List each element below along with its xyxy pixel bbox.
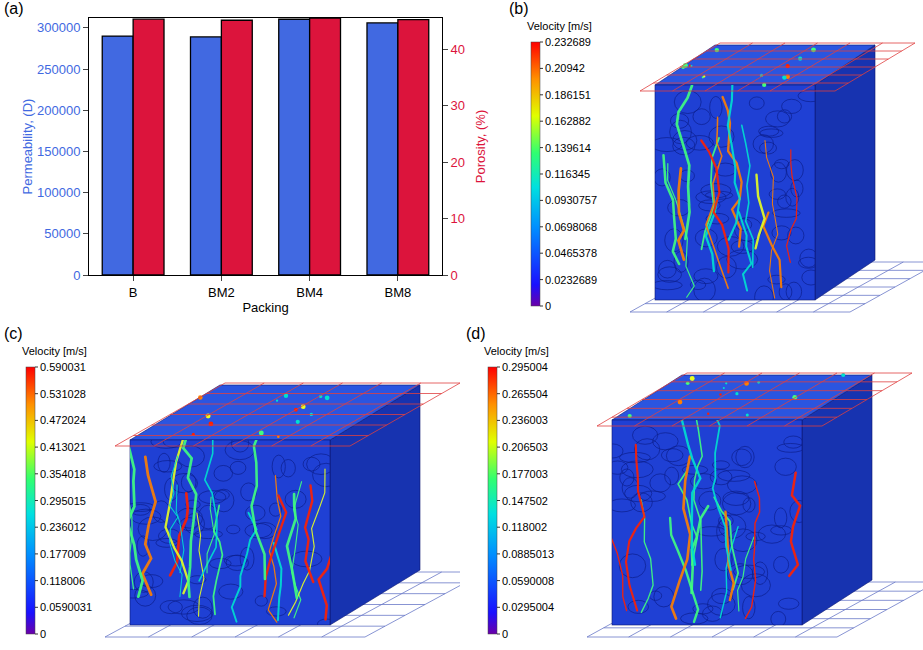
- svg-text:0.295015: 0.295015: [40, 495, 86, 507]
- svg-text:Packing: Packing: [242, 300, 288, 315]
- svg-text:0.139614: 0.139614: [545, 142, 591, 154]
- svg-text:0.162882: 0.162882: [545, 115, 591, 127]
- svg-text:0.590031: 0.590031: [40, 361, 86, 373]
- svg-text:0.177003: 0.177003: [502, 468, 548, 480]
- svg-text:0.0590031: 0.0590031: [40, 601, 92, 613]
- svg-text:0.116345: 0.116345: [545, 168, 590, 180]
- svg-text:0.295004: 0.295004: [502, 361, 548, 373]
- svg-text:BM4: BM4: [296, 285, 323, 300]
- svg-text:Velocity [m/s]: Velocity [m/s]: [22, 345, 87, 357]
- svg-text:Porosity, (%): Porosity, (%): [473, 110, 488, 183]
- html-text:(c): (c): [4, 325, 23, 342]
- svg-text:100000: 100000: [37, 185, 80, 200]
- svg-text:B: B: [129, 285, 138, 300]
- svg-text:Permeability, (D): Permeability, (D): [20, 99, 35, 195]
- svg-text:0: 0: [502, 628, 508, 640]
- svg-text:0: 0: [451, 268, 458, 283]
- svg-text:0.0698068: 0.0698068: [545, 221, 597, 233]
- svg-text:0.236003: 0.236003: [502, 414, 548, 426]
- svg-text:0.265504: 0.265504: [502, 388, 548, 400]
- svg-text:0.354018: 0.354018: [40, 468, 86, 480]
- svg-text:0.0885013: 0.0885013: [502, 548, 554, 560]
- svg-text:BM8: BM8: [385, 285, 412, 300]
- svg-text:0.147502: 0.147502: [502, 495, 548, 507]
- svg-text:Velocity [m/s]: Velocity [m/s]: [484, 345, 549, 357]
- svg-text:0.118002: 0.118002: [502, 521, 547, 533]
- svg-text:0.186151: 0.186151: [545, 89, 591, 101]
- svg-text:0.0930757: 0.0930757: [545, 194, 597, 206]
- svg-text:Velocity [m/s]: Velocity [m/s]: [527, 20, 592, 32]
- svg-text:0: 0: [73, 268, 80, 283]
- svg-text:0.0295004: 0.0295004: [502, 601, 554, 613]
- svg-text:200000: 200000: [37, 103, 80, 118]
- html-text:(b): (b): [509, 0, 529, 17]
- svg-text:50000: 50000: [44, 226, 80, 241]
- svg-text:300000: 300000: [37, 20, 80, 35]
- html-text:(a): (a): [4, 0, 24, 17]
- svg-text:0.0232689: 0.0232689: [545, 274, 597, 286]
- html-text:(d): (d): [466, 325, 486, 342]
- svg-text:30: 30: [451, 98, 465, 113]
- svg-text:0.206503: 0.206503: [502, 441, 548, 453]
- svg-text:20: 20: [451, 155, 465, 170]
- svg-text:0.177009: 0.177009: [40, 548, 86, 560]
- svg-text:10: 10: [451, 211, 465, 226]
- svg-text:0.236012: 0.236012: [40, 521, 86, 533]
- svg-text:0.20942: 0.20942: [545, 62, 585, 74]
- svg-text:150000: 150000: [37, 144, 80, 159]
- svg-text:0.413021: 0.413021: [40, 441, 86, 453]
- svg-text:0: 0: [40, 628, 46, 640]
- svg-text:0.232689: 0.232689: [545, 36, 591, 48]
- svg-text:0.118006: 0.118006: [40, 575, 85, 587]
- svg-text:0: 0: [545, 300, 551, 312]
- svg-text:0.472024: 0.472024: [40, 414, 86, 426]
- svg-text:0.0465378: 0.0465378: [545, 247, 597, 259]
- svg-text:40: 40: [451, 42, 465, 57]
- svg-text:0.0590008: 0.0590008: [502, 575, 554, 587]
- svg-text:250000: 250000: [37, 62, 80, 77]
- svg-text:0.531028: 0.531028: [40, 388, 86, 400]
- svg-text:BM2: BM2: [208, 285, 235, 300]
